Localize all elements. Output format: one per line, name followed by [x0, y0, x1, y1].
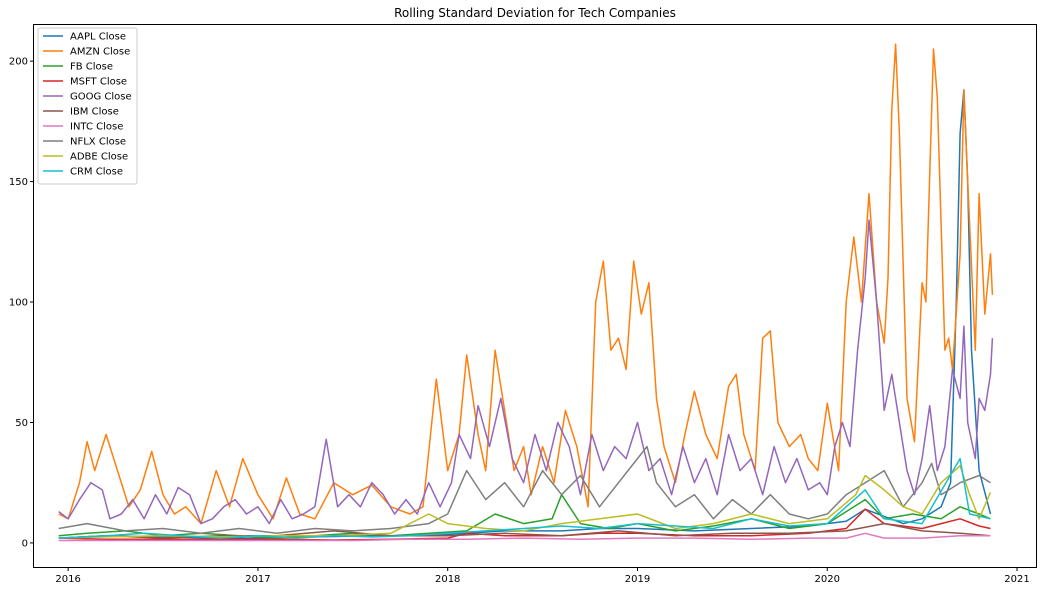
x-tick-label: 2018: [435, 574, 460, 585]
x-tick-label: 2019: [625, 574, 650, 585]
x-tick-label: 2017: [245, 574, 270, 585]
legend-label: AMZN Close: [70, 47, 130, 58]
chart-title: Rolling Standard Deviation for Tech Comp…: [394, 6, 676, 20]
series-line-nflx: [58, 445, 991, 535]
series-line-goog: [58, 219, 994, 525]
legend-label: CRM Close: [70, 167, 123, 178]
series-line-ibm: [58, 522, 991, 539]
legend-label: FB Close: [70, 62, 113, 73]
legend: AAPL Close AMZN Close FB Close MSFT Close GO…: [37, 27, 138, 185]
plot-frame: [33, 24, 1037, 568]
series-line-amzn: [58, 43, 994, 525]
series-line-intc: [58, 532, 991, 542]
series-layer: [58, 43, 994, 542]
y-tick-label: 200: [9, 57, 28, 68]
y-tick-label: 150: [9, 177, 28, 188]
y-tick-label: 100: [9, 298, 28, 309]
series-line-aapl: [58, 89, 992, 539]
series-line-adbe: [58, 465, 992, 539]
legend-label: AAPL Close: [70, 32, 126, 43]
legend-label: INTC Close: [70, 122, 123, 133]
series-line-msft: [58, 508, 991, 541]
y-tick-label: 50: [15, 418, 28, 429]
legend-label: GOOG Close: [70, 92, 132, 103]
y-tick-label: 0: [22, 538, 28, 549]
series-line-crm: [58, 457, 991, 539]
legend-label: ADBE Close: [70, 152, 128, 163]
y-axis: 0 50 100 150 200: [9, 57, 34, 549]
legend-label: MSFT Close: [70, 77, 127, 88]
x-tick-label: 2020: [815, 574, 840, 585]
x-tick-label: 2021: [1004, 574, 1029, 585]
legend-label: NFLX Close: [70, 137, 126, 148]
x-axis: 2016 2017 2018 2019 2020 2021: [55, 567, 1030, 585]
x-tick-label: 2016: [55, 574, 80, 585]
legend-box: [37, 27, 138, 185]
legend-label: IBM Close: [70, 107, 119, 118]
